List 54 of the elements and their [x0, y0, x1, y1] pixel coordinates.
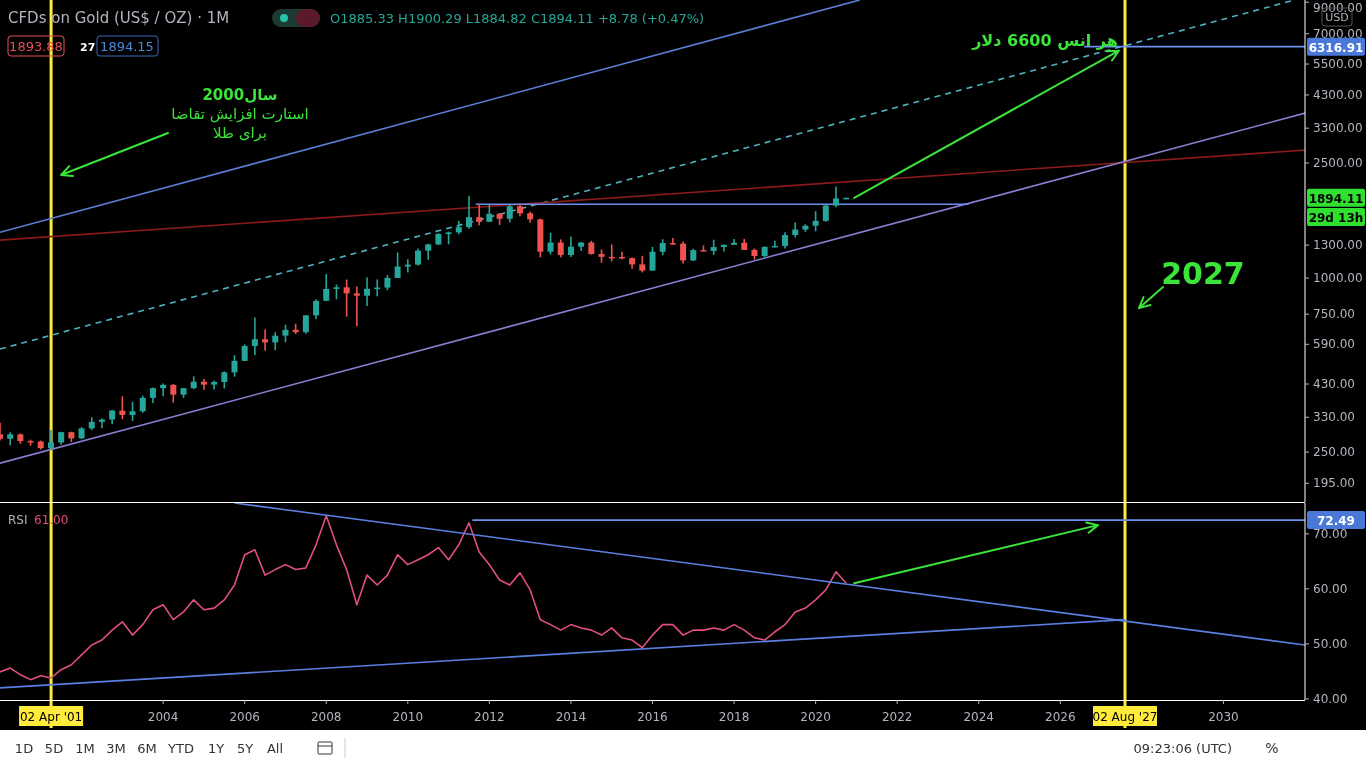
y-tick-label: 250.00 [1313, 445, 1355, 460]
x-tick-label: 2006 [229, 710, 260, 724]
x-tick-label: 2004 [147, 710, 179, 724]
text: 3M [106, 741, 126, 756]
x-tick-label: 2008 [310, 710, 342, 724]
text: 1D [14, 741, 34, 756]
text: 5Y [236, 741, 254, 756]
ref-line-label: 02 Aug '27 [1092, 710, 1158, 724]
x-tick-label: 2024 [963, 710, 995, 724]
y-tick-label: 2500.00 [1313, 156, 1363, 171]
y-tick-label: 7000.00 [1313, 26, 1363, 41]
text: RSI [8, 513, 28, 527]
y-tick-label: 5500.00 [1313, 57, 1363, 72]
y-tick-label: 330.00 [1313, 410, 1355, 425]
y-tick-label: 590.00 [1313, 337, 1355, 352]
y-tick-label: 1300.00 [1313, 238, 1363, 253]
text: All [266, 741, 284, 756]
ref-line-label: 02 Apr '01 [19, 710, 83, 724]
annotation: 2027 [1161, 256, 1245, 291]
y-tick-label: 430.00 [1313, 377, 1355, 392]
y-tick-label: 3300.00 [1313, 121, 1363, 136]
annotation: 1894.15 [100, 39, 154, 54]
text: 6M [137, 741, 157, 756]
text: 1M [75, 741, 95, 756]
annotation: 72.49 [1317, 514, 1355, 529]
x-tick-label: 2014 [555, 710, 587, 724]
annotation: سال2000 استارت افزایش تقاضا برای طلا [171, 86, 309, 142]
x-tick-label: 2030 [1208, 710, 1239, 724]
y-tick-label: 195.00 [1313, 476, 1355, 491]
y-tick-label: 4300.00 [1313, 87, 1363, 102]
y-tick-label: 60.00 [1313, 581, 1348, 596]
annotation: هر انس 6600 دلار [971, 31, 1118, 50]
text: YTD [167, 741, 194, 756]
x-tick-label: 2022 [881, 710, 913, 724]
annotation: 6316.91 [1308, 40, 1364, 55]
y-tick-label: 50.00 [1313, 636, 1348, 651]
y-tick-label: 40.00 [1313, 691, 1348, 706]
text: O1885.33 H1900.29 L1884.82 C1894.11 +8.78 (+0.47%) [330, 11, 705, 26]
text: 1894.11 [1308, 191, 1364, 206]
x-tick-label: 2026 [1045, 710, 1076, 724]
y-tick-label: 1000.00 [1313, 271, 1363, 286]
x-tick-label: 2020 [800, 710, 831, 724]
x-tick-label: 2010 [392, 710, 424, 724]
x-tick-label: 2018 [718, 710, 750, 724]
text: 5D [44, 741, 64, 756]
text: 09:23:06 (UTC) [1133, 741, 1232, 756]
y-tick-label: 70.00 [1313, 526, 1348, 541]
y-tick-label: 750.00 [1313, 307, 1355, 322]
text: 1Y [207, 741, 225, 756]
x-tick-label: 2016 [637, 710, 668, 724]
annotation: 27 [80, 41, 96, 54]
x-tick-label: 2012 [474, 710, 505, 724]
text: % [1265, 740, 1279, 756]
text: 29d 13h [1308, 211, 1364, 225]
